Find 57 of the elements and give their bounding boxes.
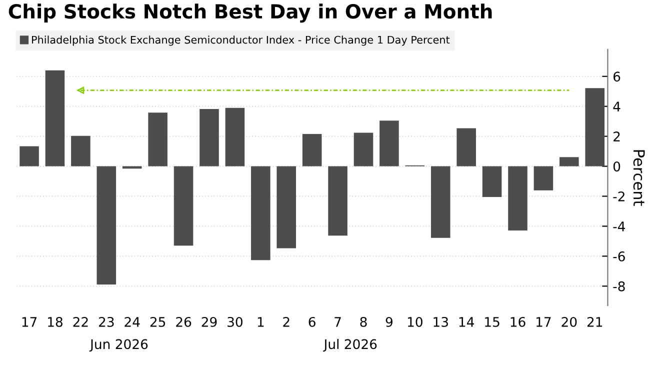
bar bbox=[585, 88, 605, 166]
x-tick-label: 14 bbox=[459, 317, 474, 327]
x-tick-label: 15 bbox=[485, 317, 500, 327]
x-tick-label: 21 bbox=[587, 316, 602, 327]
y-tick-label: -8 bbox=[613, 281, 625, 292]
x-tick-label: 16 bbox=[510, 316, 526, 327]
x-tick-label: 10 bbox=[408, 316, 422, 327]
y-tick-label: 6 bbox=[614, 72, 620, 82]
bar bbox=[430, 166, 450, 238]
bar bbox=[251, 166, 270, 260]
bar bbox=[354, 132, 374, 166]
y-tick-label: 0 bbox=[613, 161, 620, 172]
x-tick-label: 2 bbox=[283, 316, 290, 327]
y-tick-label: 4 bbox=[613, 102, 620, 112]
x-tick-label: 20 bbox=[562, 316, 577, 327]
x-tick-label: 6 bbox=[308, 316, 316, 327]
x-tick-label: 22 bbox=[73, 316, 88, 327]
bar bbox=[380, 120, 399, 166]
bar bbox=[174, 166, 194, 246]
bar bbox=[328, 166, 348, 236]
x-tick-label: 8 bbox=[360, 316, 367, 327]
y-tick-label: 2 bbox=[614, 132, 620, 142]
bar bbox=[225, 108, 245, 166]
x-tick-label: 18 bbox=[48, 316, 62, 327]
bar bbox=[71, 136, 90, 166]
bar bbox=[200, 109, 219, 166]
x-tick-label: 25 bbox=[150, 316, 166, 327]
bar bbox=[20, 146, 39, 166]
bar bbox=[96, 166, 116, 284]
x-tick-label: 30 bbox=[228, 316, 242, 327]
bar bbox=[45, 70, 65, 166]
bar bbox=[560, 157, 579, 166]
y-tick-label: -4 bbox=[613, 222, 625, 232]
chart-title: Chip Stocks Notch Best Day in Over a Month bbox=[8, 4, 492, 23]
x-tick-label: 26 bbox=[176, 316, 192, 327]
y-tick-label: -2 bbox=[613, 191, 624, 202]
bar bbox=[482, 166, 502, 197]
y-tick-label: -6 bbox=[613, 251, 625, 262]
bar bbox=[456, 128, 476, 166]
x-tick-label: 23 bbox=[98, 316, 114, 327]
x-tick-label: 1 bbox=[258, 317, 264, 327]
x-tick-label: 9 bbox=[386, 316, 392, 327]
x-tick-label: 7 bbox=[334, 317, 341, 327]
bar bbox=[302, 134, 322, 166]
y-axis-title: Percent bbox=[633, 150, 645, 206]
x-tick-label: 17 bbox=[22, 317, 37, 327]
bar bbox=[148, 112, 168, 166]
legend-label: Philadelphia Stock Exchange Semiconductor Index - Price Change 1 Day Percent bbox=[32, 36, 450, 46]
bar bbox=[276, 166, 296, 248]
text: Jul 2026 bbox=[323, 338, 377, 352]
bar bbox=[508, 166, 528, 231]
x-tick-label: 13 bbox=[434, 316, 448, 327]
bar bbox=[534, 166, 554, 190]
x-tick-label: 17 bbox=[536, 317, 551, 327]
x-tick-label: 29 bbox=[202, 316, 217, 327]
x-tick-label: 24 bbox=[124, 316, 140, 327]
text: Jun 2026 bbox=[89, 339, 148, 352]
